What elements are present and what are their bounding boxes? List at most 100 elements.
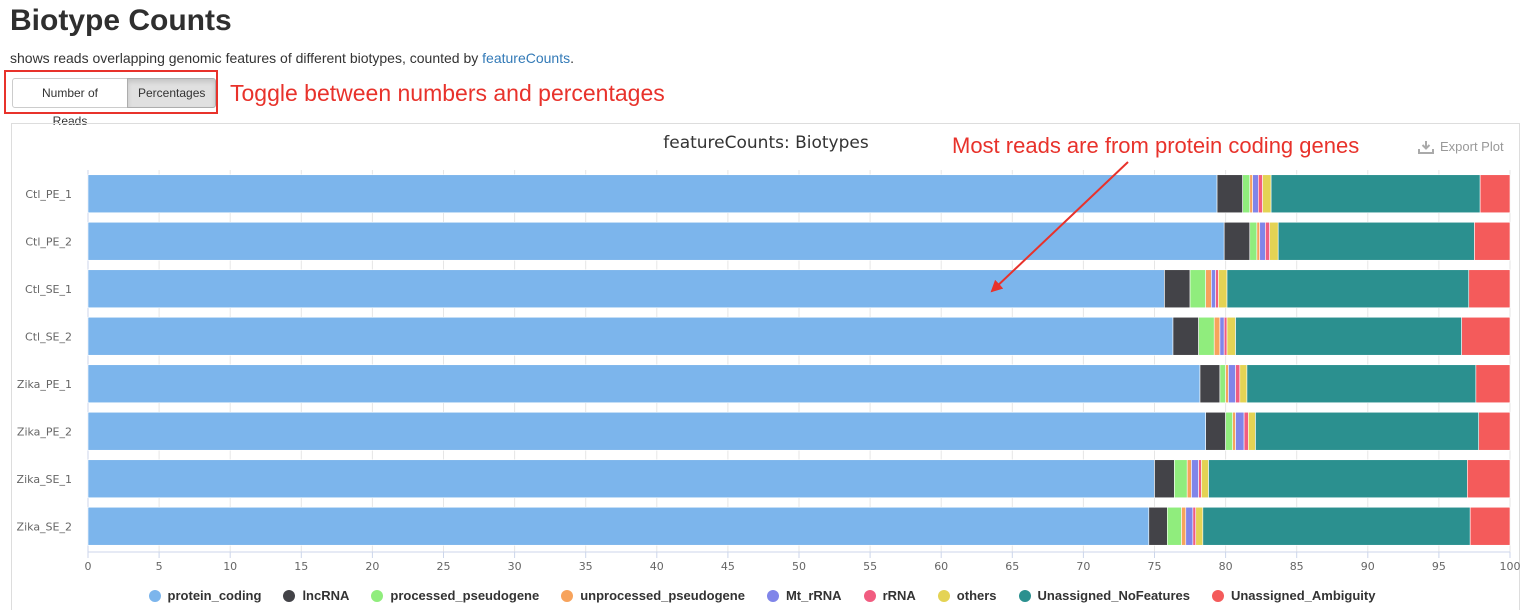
bar-segment-rRNA[interactable]	[1258, 174, 1263, 214]
y-category-label: Ctl_SE_2	[25, 330, 72, 343]
bar-segment-Unassigned_NoFeatures[interactable]	[1208, 459, 1468, 499]
x-tick-label: 10	[223, 560, 237, 573]
bar-segment-lncRNA[interactable]	[1223, 221, 1251, 261]
bar-segment-Unassigned_NoFeatures[interactable]	[1255, 411, 1480, 451]
page-title: Biotype Counts	[10, 4, 232, 37]
x-tick-label: 100	[1500, 560, 1521, 573]
bar-segment-protein_coding[interactable]	[87, 269, 1165, 309]
bar-segment-protein_coding[interactable]	[87, 221, 1225, 261]
bar-segment-processed_pseudogene[interactable]	[1225, 411, 1234, 451]
bar-segment-unprocessed_pseudogene[interactable]	[1186, 459, 1192, 499]
bar-segment-processed_pseudogene[interactable]	[1219, 364, 1226, 404]
bar-segment-lncRNA[interactable]	[1164, 269, 1191, 309]
bar-segment-Unassigned_Ambiguity[interactable]	[1478, 411, 1511, 451]
bar-segment-Unassigned_NoFeatures[interactable]	[1270, 174, 1481, 214]
bar-segment-unprocessed_pseudogene[interactable]	[1249, 174, 1253, 214]
toggle-button-group: Number of Reads Percentages	[12, 78, 216, 128]
bar-segment-unprocessed_pseudogene[interactable]	[1181, 506, 1187, 546]
bar-segment-Unassigned_Ambiguity[interactable]	[1469, 506, 1511, 546]
bar-segment-Unassigned_Ambiguity[interactable]	[1467, 459, 1511, 499]
bar-segment-others[interactable]	[1248, 411, 1256, 451]
bar-segment-unprocessed_pseudogene[interactable]	[1225, 364, 1229, 404]
bar-segment-Unassigned_Ambiguity[interactable]	[1479, 174, 1511, 214]
bar-segment-rRNA[interactable]	[1235, 364, 1241, 404]
bar-segment-Mt_rRNA[interactable]	[1191, 459, 1199, 499]
bar-segment-unprocessed_pseudogene[interactable]	[1213, 316, 1221, 356]
bar-segment-lncRNA[interactable]	[1148, 506, 1168, 546]
bar-segment-others[interactable]	[1226, 316, 1236, 356]
bar-segment-others[interactable]	[1195, 506, 1204, 546]
bar-segment-Mt_rRNA[interactable]	[1185, 506, 1194, 546]
bar-segment-unprocessed_pseudogene[interactable]	[1256, 221, 1261, 261]
legend-item-processed_pseudogene[interactable]: processed_pseudogene	[371, 588, 539, 603]
legend-item-Unassigned_Ambiguity[interactable]: Unassigned_Ambiguity	[1211, 588, 1376, 603]
legend-item-Unassigned_NoFeatures[interactable]: Unassigned_NoFeatures	[1018, 588, 1190, 603]
x-tick-label: 90	[1361, 560, 1375, 573]
bar-segment-lncRNA[interactable]	[1199, 364, 1221, 404]
bar-segment-Mt_rRNA[interactable]	[1259, 221, 1266, 261]
bar-segment-protein_coding[interactable]	[87, 364, 1201, 404]
bar-segment-Mt_rRNA[interactable]	[1228, 364, 1236, 404]
bar-segment-protein_coding[interactable]	[87, 411, 1206, 451]
legend-label: processed_pseudogene	[390, 588, 540, 603]
bar-segment-Mt_rRNA[interactable]	[1252, 174, 1259, 214]
legend-item-others[interactable]: others	[937, 588, 997, 603]
featurecounts-link[interactable]: featureCounts	[482, 50, 571, 66]
bar-segment-Unassigned_NoFeatures[interactable]	[1202, 506, 1471, 546]
bar-segment-processed_pseudogene[interactable]	[1189, 269, 1206, 309]
legend-label: Unassigned_Ambiguity	[1230, 588, 1376, 603]
bar-segment-rRNA[interactable]	[1198, 459, 1202, 499]
bar-segment-others[interactable]	[1262, 174, 1272, 214]
bar-segment-others[interactable]	[1218, 269, 1228, 309]
bar-segment-Unassigned_Ambiguity[interactable]	[1461, 316, 1511, 356]
bar-segment-unprocessed_pseudogene[interactable]	[1205, 269, 1212, 309]
export-plot-button[interactable]: Export Plot	[1418, 139, 1504, 154]
bar-segment-Unassigned_NoFeatures[interactable]	[1246, 364, 1477, 404]
bar-segment-Unassigned_Ambiguity[interactable]	[1468, 269, 1511, 309]
bar-segment-others[interactable]	[1201, 459, 1209, 499]
bar-segment-Unassigned_NoFeatures[interactable]	[1226, 269, 1470, 309]
bar-segment-Unassigned_NoFeatures[interactable]	[1277, 221, 1475, 261]
bar-segment-protein_coding[interactable]	[87, 506, 1150, 546]
y-category-label: Zika_PE_1	[17, 378, 72, 391]
percentages-button[interactable]: Percentages	[127, 78, 216, 108]
legend-dot-icon	[371, 589, 384, 602]
bar-segment-Unassigned_NoFeatures[interactable]	[1235, 316, 1462, 356]
bar-segment-protein_coding[interactable]	[87, 459, 1155, 499]
bar-segment-Mt_rRNA[interactable]	[1235, 411, 1245, 451]
bar-segment-lncRNA[interactable]	[1205, 411, 1226, 451]
bar-segment-others[interactable]	[1269, 221, 1279, 261]
bar-segment-processed_pseudogene[interactable]	[1242, 174, 1251, 214]
bar-segment-rRNA[interactable]	[1265, 221, 1270, 261]
y-category-label: Zika_SE_1	[17, 473, 72, 486]
bar-segment-Mt_rRNA[interactable]	[1211, 269, 1216, 309]
bar-segment-rRNA[interactable]	[1223, 316, 1228, 356]
legend-item-unprocessed_pseudogene[interactable]: unprocessed_pseudogene	[561, 588, 745, 603]
bar-segment-processed_pseudogene[interactable]	[1174, 459, 1188, 499]
bar-segment-rRNA[interactable]	[1243, 411, 1249, 451]
legend-item-Mt_rRNA[interactable]: Mt_rRNA	[766, 588, 842, 603]
bar-segment-lncRNA[interactable]	[1216, 174, 1243, 214]
x-tick-label: 80	[1219, 560, 1233, 573]
legend-dot-icon	[766, 589, 779, 602]
legend-item-lncRNA[interactable]: lncRNA	[283, 588, 349, 603]
bar-segment-protein_coding[interactable]	[87, 316, 1174, 356]
bar-segment-rRNA[interactable]	[1192, 506, 1197, 546]
bars	[87, 174, 1511, 546]
bar-segment-protein_coding[interactable]	[87, 174, 1218, 214]
bar-segment-Unassigned_Ambiguity[interactable]	[1474, 221, 1511, 261]
bar-segment-Unassigned_Ambiguity[interactable]	[1475, 364, 1511, 404]
number-of-reads-button[interactable]: Number of Reads	[12, 78, 128, 128]
bar-segment-lncRNA[interactable]	[1154, 459, 1175, 499]
bar-segment-Mt_rRNA[interactable]	[1219, 316, 1225, 356]
legend-item-protein_coding[interactable]: protein_coding	[148, 588, 261, 603]
bar-segment-processed_pseudogene[interactable]	[1198, 316, 1215, 356]
bar-segment-rRNA[interactable]	[1215, 269, 1219, 309]
bar-segment-processed_pseudogene[interactable]	[1249, 221, 1258, 261]
bar-segment-unprocessed_pseudogene[interactable]	[1232, 411, 1236, 451]
bar-segment-processed_pseudogene[interactable]	[1166, 506, 1182, 546]
bar-segment-others[interactable]	[1239, 364, 1248, 404]
bar-segment-lncRNA[interactable]	[1172, 316, 1199, 356]
legend-item-rRNA[interactable]: rRNA	[863, 588, 916, 603]
